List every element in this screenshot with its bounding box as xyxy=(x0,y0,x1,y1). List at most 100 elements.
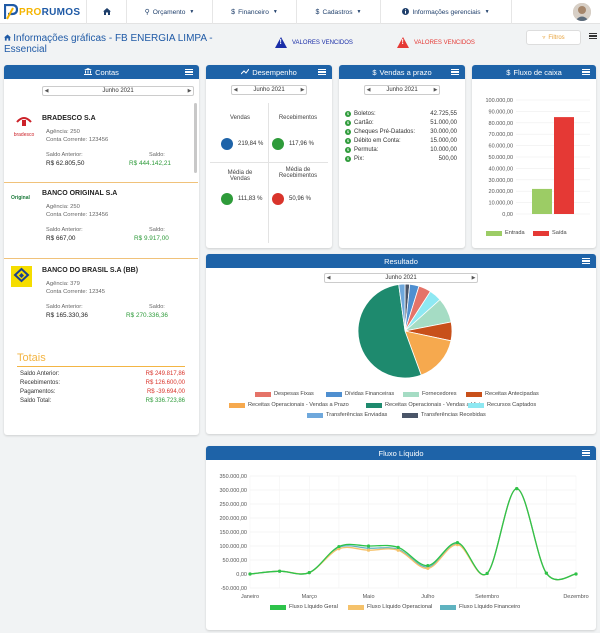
nav-cadastros[interactable]: $ Cadastros ▼ xyxy=(296,0,380,24)
legend-item: Saída xyxy=(533,230,567,236)
legend-label: Fluxo Líquido Financeiro xyxy=(459,604,521,610)
nav-informacoes[interactable]: Informações gerenciais ▼ xyxy=(380,0,512,24)
nav-cadastros-label: Cadastros xyxy=(322,8,353,16)
data-point xyxy=(485,571,489,576)
fluxo-liquido-menu-icon[interactable] xyxy=(582,450,590,457)
series-line xyxy=(249,487,577,581)
data-point xyxy=(544,571,548,575)
data-point xyxy=(396,545,400,549)
resultado-month-selector[interactable]: ◀ Junho 2021 ▶ xyxy=(324,273,478,283)
legend-label: Saída xyxy=(552,230,567,236)
data-point xyxy=(574,572,578,576)
accounts-scrollbar[interactable] xyxy=(194,103,197,173)
next-month-icon[interactable]: ▶ xyxy=(300,87,305,93)
legend-label: Fluxo Líquido Geral xyxy=(289,604,338,610)
legend-swatch xyxy=(533,230,549,236)
legend-item: Receitas Operacionais - Vendas a Prazo xyxy=(229,402,349,408)
account-name: BRADESCO S.A xyxy=(42,115,96,122)
list-item: $ Cheques Pré-Datados: 30.000,00 xyxy=(345,129,457,135)
x-tick-label: Janeiro xyxy=(241,594,259,600)
user-avatar[interactable] xyxy=(573,3,591,21)
y-tick-label: 250.000,00 xyxy=(219,502,247,508)
desempenho-month-selector[interactable]: ◀ Junho 2021 ▶ xyxy=(231,85,307,95)
prev-month-icon[interactable]: ◀ xyxy=(233,87,238,93)
legend-item: Dívidas Financeiras xyxy=(326,391,394,397)
y-tick-label: 150.000,00 xyxy=(219,530,247,536)
kpi-divider-v xyxy=(268,103,269,243)
legend-swatch xyxy=(466,391,482,397)
overdue-warning-blue[interactable]: ! VALORES VENCIDOS xyxy=(275,37,353,48)
next-month-icon[interactable]: ▶ xyxy=(187,88,192,94)
desempenho-title: Desempenho xyxy=(252,67,297,77)
y-tick-label: 20.000,00 xyxy=(489,189,513,195)
resultado-header: Resultado xyxy=(206,254,596,268)
totals-label: Saldo Total: xyxy=(20,398,52,404)
kpi-media-vendas-label: Média de Vendas xyxy=(227,170,253,182)
contas-menu-icon[interactable] xyxy=(185,69,193,76)
legend-item: Fluxo Líquido Operacional xyxy=(348,604,432,610)
y-tick-label: 70.000,00 xyxy=(489,132,513,138)
list-item: $ Pix: 500,00 xyxy=(345,156,457,162)
fluxo-liquido-header: Fluxo Líquido xyxy=(206,446,596,460)
nav-home[interactable] xyxy=(86,0,126,24)
vendas-prazo-title: Vendas a prazo xyxy=(379,67,432,77)
contas-month-selector[interactable]: ◀ Junho 2021 ▶ xyxy=(42,86,194,96)
totals-value: R$ 336.723,86 xyxy=(145,398,185,404)
filters-button[interactable]: ▿ Filtros xyxy=(526,30,581,45)
account-card-bb[interactable]: BANCO DO BRASIL S.A (BB) Agência: 379 Co… xyxy=(4,262,194,332)
kpi-media-vendas-indicator xyxy=(221,193,233,205)
account-card-original[interactable]: Original BANCO ORIGINAL S.A Agência: 250… xyxy=(4,185,194,255)
legend-item: Fluxo Líquido Geral xyxy=(270,604,338,610)
fluxo-caixa-menu-icon[interactable] xyxy=(582,69,590,76)
totals-value: R$ -39.694,00 xyxy=(146,389,185,395)
brand-part2: RUMOS xyxy=(41,6,81,18)
vendas-prazo-month-selector[interactable]: ◀ Junho 2021 ▶ xyxy=(364,85,440,95)
next-month-icon[interactable]: ▶ xyxy=(471,275,476,281)
prev-month-icon[interactable]: ◀ xyxy=(44,88,49,94)
next-month-icon[interactable]: ▶ xyxy=(433,87,438,93)
desempenho-menu-icon[interactable] xyxy=(318,69,326,76)
totals-divider xyxy=(17,366,185,367)
home-icon xyxy=(4,34,13,43)
totals-row: Pagamentos: R$ -39.694,00 xyxy=(20,389,185,395)
list-item: $ Cartão: 51.000,00 xyxy=(345,120,457,126)
prev-month-icon[interactable]: ◀ xyxy=(366,87,371,93)
fluxo-caixa-header: $ Fluxo de caixa xyxy=(472,65,596,79)
nav-financeiro[interactable]: $ Financeiro ▼ xyxy=(212,0,296,24)
banco-do-brasil-logo xyxy=(11,266,32,287)
resultado-menu-icon[interactable] xyxy=(582,258,590,265)
fluxo-liquido-panel: Fluxo Líquido xyxy=(206,446,596,630)
legend-item: Fluxo Líquido Financeiro xyxy=(440,604,520,610)
prev-balance-label: Saldo Anterior: xyxy=(46,227,83,233)
legend-label: Recursos Captados xyxy=(487,402,537,408)
totals-label: Pagamentos: xyxy=(20,389,56,395)
page-menu-icon[interactable] xyxy=(589,33,597,40)
legend-label: Entrada xyxy=(505,230,525,236)
legend-label: Dívidas Financeiras xyxy=(345,391,395,397)
account-divider xyxy=(4,258,198,259)
prev-month-icon[interactable]: ◀ xyxy=(326,275,331,281)
data-point xyxy=(337,544,341,549)
vendas-prazo-menu-icon[interactable] xyxy=(451,69,459,76)
series-line xyxy=(249,487,577,581)
legend-swatch xyxy=(440,604,456,610)
legend-swatch xyxy=(229,402,245,408)
y-tick-label: 30.000,00 xyxy=(489,178,513,184)
warning-triangle-icon: ! xyxy=(397,37,409,48)
totals-label: Recebimentos: xyxy=(20,380,61,386)
account-card-bradesco[interactable]: bradesco BRADESCO S.A Agência: 250 Conta… xyxy=(4,110,194,180)
x-tick-label: Julho xyxy=(421,594,434,600)
overdue-warning-red[interactable]: ! VALORES VENCIDOS xyxy=(397,37,475,48)
nav-orcamento[interactable]: ⚲ Orçamento ▼ xyxy=(126,0,212,24)
page-title: Informações gráficas - FB ENERGIA LIMPA … xyxy=(4,33,249,55)
legend-label: Fluxo Líquido Operacional xyxy=(367,604,433,610)
brand-logo[interactable]: PRORUMOS xyxy=(3,3,81,21)
balance-value: R$ 444.142,21 xyxy=(129,160,171,167)
legend-label: Fornecedores xyxy=(422,391,457,397)
y-tick-label: 350.000,00 xyxy=(219,474,247,480)
y-tick-label: 90.000,00 xyxy=(489,109,513,115)
y-tick-label: -50.000,00 xyxy=(221,586,247,592)
cashflow-bar-chart: 100.000,00 90.000,00 80.000,00 70.000,00 60.… xyxy=(485,98,590,218)
account-number: Conta Corrente: 12345 xyxy=(46,289,105,295)
list-item: $ Permuta: 10.000,00 xyxy=(345,147,457,153)
